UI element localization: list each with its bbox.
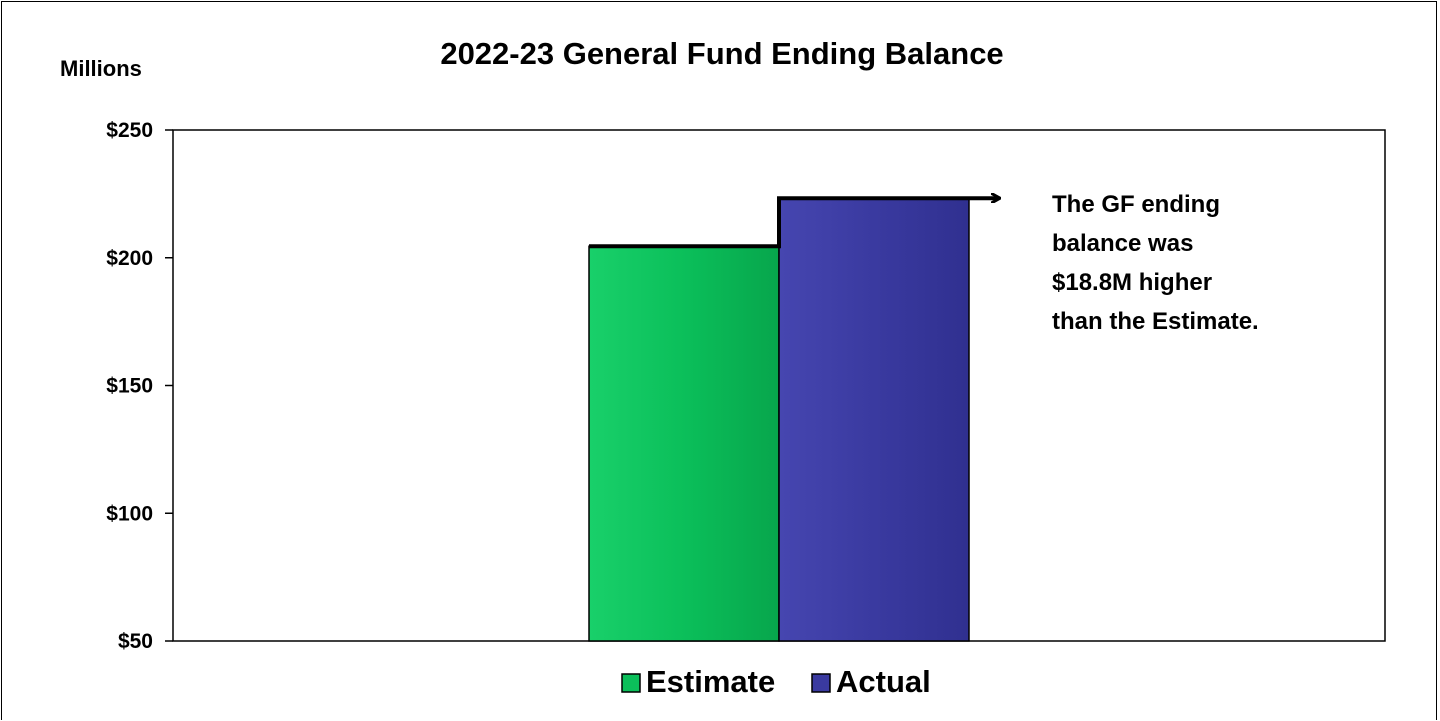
y-axis: $50 $100 $150 $200 $250 bbox=[106, 119, 173, 653]
y-unit-label: Millions bbox=[60, 56, 142, 81]
annotation-text: The GF ending balance was $18.8M higher … bbox=[1052, 191, 1259, 335]
y-tick-label: $250 bbox=[106, 119, 153, 142]
y-tick-label: $200 bbox=[106, 247, 153, 270]
y-tick-label: $150 bbox=[106, 375, 153, 398]
annotation-line-2: balance was bbox=[1052, 230, 1193, 257]
connector-line bbox=[589, 196, 969, 249]
annotation-line-1: The GF ending bbox=[1052, 191, 1220, 218]
legend-swatch-estimate bbox=[621, 673, 641, 693]
legend-label-actual: Actual bbox=[836, 664, 931, 699]
legend-label-estimate: Estimate bbox=[646, 664, 775, 699]
chart-title: 2022-23 General Fund Ending Balance bbox=[440, 36, 1003, 71]
annotation-line-3: $18.8M higher bbox=[1052, 269, 1212, 296]
y-tick-label: $100 bbox=[106, 502, 153, 525]
bar-actual bbox=[778, 197, 970, 642]
legend-swatch-actual bbox=[811, 673, 831, 693]
bar-estimate bbox=[588, 245, 780, 642]
bars bbox=[588, 197, 970, 642]
comparison-connector bbox=[589, 196, 999, 249]
annotation-line-4: than the Estimate. bbox=[1052, 308, 1259, 335]
y-tick-label: $50 bbox=[118, 630, 153, 653]
legend: Estimate Actual bbox=[621, 664, 931, 699]
